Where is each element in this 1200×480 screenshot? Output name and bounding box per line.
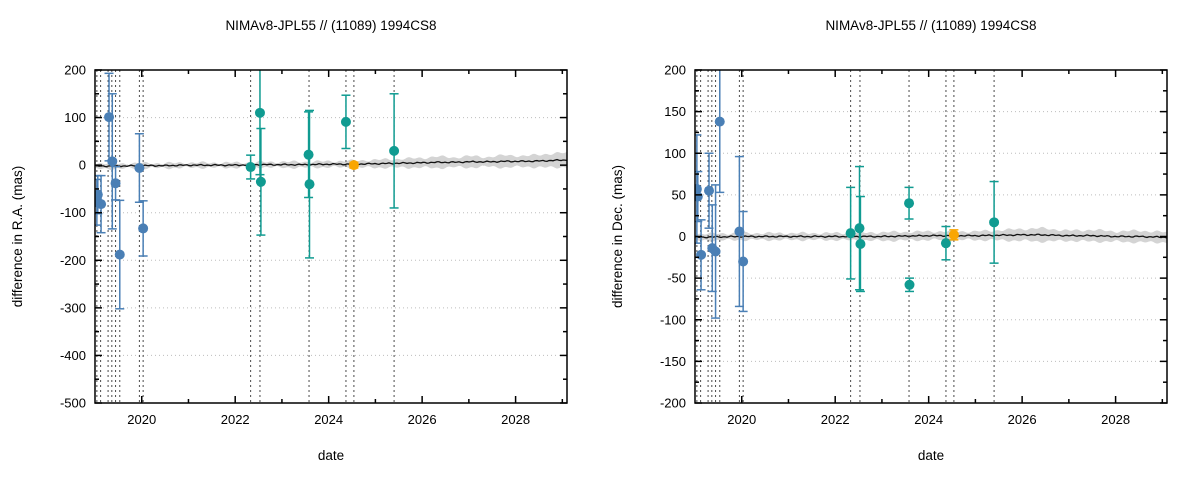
axes <box>94 69 568 404</box>
observations-old-point <box>107 156 118 167</box>
y-tick-label: 200 <box>64 63 86 78</box>
observations-recent-point <box>254 107 265 118</box>
model-difference-line <box>95 158 567 168</box>
y-tick-label: -100 <box>660 312 686 327</box>
ra-residual-chart: 2020 2022 2024 2026 2028 200 100 0 -100 -200 -300 -… <box>10 18 568 463</box>
observations-old-point <box>710 246 721 257</box>
y-tick-label: 100 <box>664 146 686 161</box>
observations-recent-point <box>904 279 915 290</box>
observations-recent-errorbars <box>846 165 999 293</box>
uncertainty-band <box>95 151 567 171</box>
ra-plot-svg: 2020 2022 2024 2026 2028 200 100 0 -100 -200 -300 -… <box>60 63 568 428</box>
x-tick-label: 2020 <box>127 412 156 427</box>
observations-old-point <box>104 112 115 123</box>
x-tick-label: 2022 <box>221 412 250 427</box>
observations-old-point <box>138 223 149 234</box>
observations-recent-point <box>255 176 266 187</box>
y-tick-label: 0 <box>79 158 86 173</box>
observations-recent-point <box>855 238 866 249</box>
axes <box>694 69 1168 404</box>
observations-recent-point <box>940 238 951 249</box>
observations-recent-point <box>340 116 351 127</box>
observations-recent-point <box>245 162 256 173</box>
observations-old-point <box>110 178 121 189</box>
x-tick-label: 2026 <box>1008 412 1037 427</box>
y-tick-label: 200 <box>664 63 686 78</box>
observations-recent-point <box>854 223 865 234</box>
y-tick-label: 0 <box>679 229 686 244</box>
y-tick-label: -200 <box>660 396 686 411</box>
x-tick-label: 2024 <box>914 412 943 427</box>
observations-old-point <box>134 162 145 173</box>
y-tick-label: 50 <box>672 187 686 202</box>
reference-epoch-points <box>348 160 359 171</box>
reference-epoch-points <box>948 229 959 240</box>
observations-recent-point <box>845 228 856 239</box>
dec-plot-svg: 2020 2022 2024 2026 2028 200 150 100 50 0 -50 -100 -… <box>660 63 1168 428</box>
x-tick-label: 2024 <box>314 412 343 427</box>
x-tick-label: 2020 <box>727 412 756 427</box>
y-tick-label: 100 <box>64 110 86 125</box>
observations-old-point <box>704 185 715 196</box>
x-tick-label: 2028 <box>1101 412 1130 427</box>
observations-old-point <box>695 184 702 195</box>
y-tick-label: -200 <box>60 253 86 268</box>
y-tick-label: -500 <box>60 396 86 411</box>
observations-recent-point <box>904 198 915 209</box>
plot-artwork <box>95 70 567 403</box>
observations-recent-point <box>989 217 1000 228</box>
plot-border <box>94 69 568 404</box>
plot-artwork <box>695 70 1167 403</box>
observations-old-point <box>696 249 707 260</box>
reference-epoch-point <box>348 160 359 171</box>
observations-old-point <box>734 226 745 237</box>
observations-old-point <box>714 116 725 127</box>
tick-labels: 2020 2022 2024 2026 2028 200 150 100 50 0 -50 -100 -… <box>660 63 1130 428</box>
y-tick-label: -100 <box>60 205 86 220</box>
dec-x-axis-label: date <box>917 448 945 463</box>
observations-recent-points <box>845 198 1000 290</box>
observations-recent-point <box>304 179 315 190</box>
observations-old-point <box>695 191 703 202</box>
y-tick-label: 150 <box>664 104 686 119</box>
ra-x-axis-label: date <box>317 448 345 463</box>
observations-old-point <box>95 189 103 200</box>
horizontal-gridlines <box>95 69 567 404</box>
x-tick-label: 2022 <box>821 412 850 427</box>
x-tick-label: 2026 <box>408 412 437 427</box>
observations-old-point <box>96 199 107 210</box>
x-tick-label: 2028 <box>501 412 530 427</box>
observations-old-point <box>738 256 749 267</box>
observations-old-point <box>114 249 125 260</box>
dec-y-axis-label: difference in Dec. (mas) <box>610 164 625 309</box>
dec-residual-chart: 2020 2022 2024 2026 2028 200 150 100 50 0 -50 -100 -… <box>600 0 1200 480</box>
observations-old-points <box>95 112 149 260</box>
observations-recent-point <box>303 149 314 160</box>
y-tick-label: -50 <box>667 271 686 286</box>
observations-recent-point <box>389 145 400 156</box>
ra-y-axis-label: difference in R.A. (mas) <box>10 165 25 308</box>
tick-labels: 2020 2022 2024 2026 2028 200 100 0 -100 -200 -300 -… <box>60 63 530 428</box>
ra-chart-title: NIMAv8-JPL55 // (11089) 1994CS8 <box>225 18 437 33</box>
y-tick-label: -150 <box>660 354 686 369</box>
reference-epoch-point <box>948 229 959 240</box>
dec-chart-title: NIMAv8-JPL55 // (11089) 1994CS8 <box>825 18 1037 33</box>
y-tick-label: -400 <box>60 348 86 363</box>
observations-recent-errorbars <box>246 70 399 259</box>
model-difference-line <box>695 233 1167 239</box>
y-tick-label: -300 <box>60 300 86 315</box>
observations-recent-points <box>245 107 400 190</box>
